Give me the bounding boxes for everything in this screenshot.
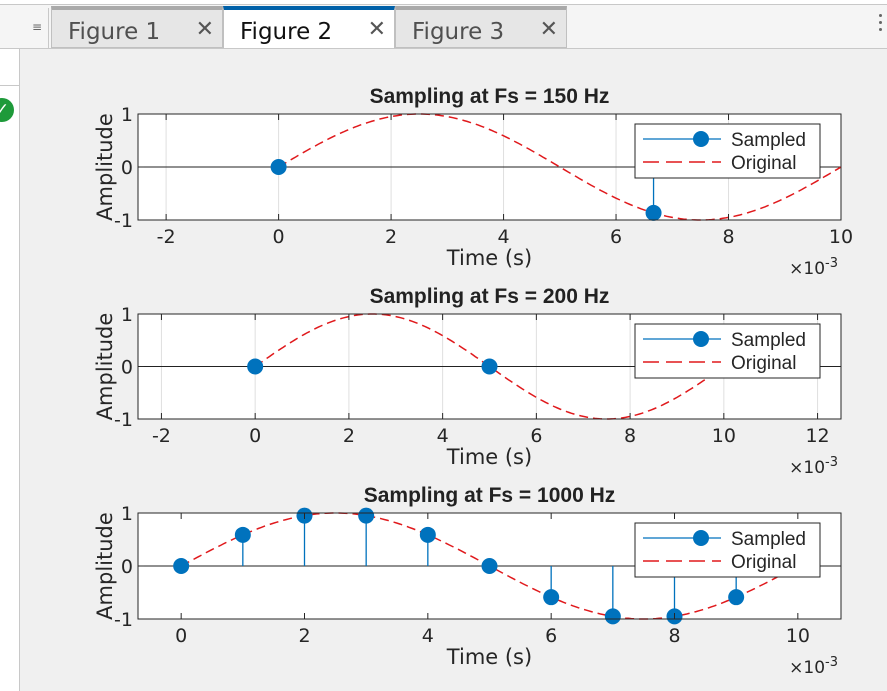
legend-original-label: Original (731, 153, 796, 174)
x-tick-label: 2 (385, 226, 397, 248)
y-tick-label: 0 (121, 556, 133, 578)
more-options-icon[interactable] (879, 14, 883, 35)
legend-box (634, 123, 821, 179)
legend-original-label: Original (731, 552, 796, 573)
x-tick-label: -2 (157, 226, 176, 248)
legend-sampled-label: Sampled (731, 130, 806, 151)
x-tick-label: 4 (422, 625, 434, 647)
figure-canvas: -2 0 2 4 6 8 10 -1 0 1 Sampling at Fs = 150 Hz Time… (20, 49, 887, 691)
x-tick-label: -2 (152, 425, 171, 447)
tab-label: Figure 2 (240, 19, 333, 45)
x-tick-label: 6 (545, 625, 557, 647)
y-tick-label: 1 (121, 304, 133, 326)
x-tick-label: 2 (343, 425, 355, 447)
sampled-point (604, 608, 621, 625)
y-tick-label: -1 (114, 409, 133, 431)
close-icon[interactable]: ✕ (539, 17, 558, 42)
original-series-line (278, 113, 842, 221)
x-tick-label: 2 (298, 625, 310, 647)
original-series-line (254, 313, 725, 420)
legend-sampled-label: Sampled (731, 529, 806, 550)
x-tick-label: 12 (805, 425, 829, 447)
subplot-3: 0 2 4 6 8 10 -1 0 1 Sampling at Fs = 1000 Hz Time … (93, 484, 842, 678)
y-tick-label: 1 (121, 503, 133, 525)
y-axis-label: Amplitude (93, 313, 117, 421)
y-tick-label: -1 (114, 609, 133, 631)
legend-box (634, 323, 821, 379)
window-top-edge (0, 0, 887, 5)
close-icon[interactable]: ✕ (367, 17, 386, 42)
left-panel-header (0, 49, 19, 86)
sampled-point (173, 558, 190, 574)
menu-icon: ≡ (32, 20, 43, 34)
tab-label: Figure 1 (68, 19, 161, 45)
y-tick-label: -1 (114, 210, 133, 232)
legend-sampled-marker (693, 331, 709, 347)
tab-label: Figure 3 (412, 19, 505, 45)
close-icon[interactable]: ✕ (195, 17, 214, 42)
sampled-point (543, 589, 560, 606)
subplot-title: Sampling at Fs = 150 Hz (370, 85, 610, 108)
x-axis-label: Time (s) (446, 645, 532, 669)
sampled-point (270, 159, 287, 175)
legend-sampled-label: Sampled (731, 330, 806, 351)
x-exponent-label: ×10-3 (789, 256, 838, 279)
sampled-point (481, 358, 498, 375)
x-tick-label: 4 (498, 226, 510, 248)
sampled-point (358, 507, 375, 524)
tab-figure-2[interactable]: Figure 2 ✕ (223, 6, 395, 48)
tab-figure-1[interactable]: Figure 1 ✕ (51, 6, 223, 48)
y-axis-label: Amplitude (93, 113, 117, 221)
subplot-title: Sampling at Fs = 1000 Hz (364, 484, 616, 507)
legend-sampled-marker (693, 131, 709, 147)
x-axis-label: Time (s) (446, 246, 532, 270)
tab-figure-3[interactable]: Figure 3 ✕ (395, 6, 567, 48)
sampled-point (728, 589, 745, 606)
left-side-panel (0, 49, 20, 691)
x-tick-label: 0 (249, 425, 261, 447)
x-exponent-label: ×10-3 (789, 655, 838, 678)
legend-box (634, 522, 821, 578)
sampled-point (419, 526, 436, 543)
x-exponent-label: ×10-3 (789, 455, 838, 478)
subplot-title: Sampling at Fs = 200 Hz (370, 285, 610, 308)
x-tick-label: 10 (829, 226, 853, 248)
subplot-1: -2 0 2 4 6 8 10 -1 0 1 Sampling at Fs = 150 Hz Time… (93, 85, 853, 279)
sampled-point (234, 526, 251, 543)
x-tick-label: 8 (624, 425, 636, 447)
y-axis-label: Amplitude (93, 512, 117, 620)
x-tick-label: 0 (175, 625, 187, 647)
x-tick-label: 6 (530, 425, 542, 447)
check-icon: ✓ (0, 98, 14, 122)
sampled-point (247, 358, 264, 375)
x-tick-label: 6 (610, 226, 622, 248)
y-tick-label: 0 (121, 157, 133, 179)
x-tick-label: 8 (722, 226, 734, 248)
sampled-point (645, 204, 662, 221)
x-tick-label: 4 (437, 425, 449, 447)
legend-original-label: Original (731, 353, 796, 374)
x-tick-label: 10 (786, 625, 810, 647)
legend-sampled-marker (693, 530, 709, 546)
x-axis-label: Time (s) (446, 445, 532, 469)
y-tick-label: 1 (121, 104, 133, 126)
x-tick-label: 10 (712, 425, 736, 447)
sampled-point (481, 558, 498, 574)
subplot-2: -2 0 2 4 6 8 10 12 -1 0 1 Sampling at Fs = 200 Hz Ti… (93, 285, 842, 478)
x-tick-label: 0 (273, 226, 285, 248)
x-tick-label: 8 (668, 625, 680, 647)
tab-menu-button[interactable]: ≡ (22, 8, 49, 48)
y-tick-label: 0 (121, 357, 133, 379)
